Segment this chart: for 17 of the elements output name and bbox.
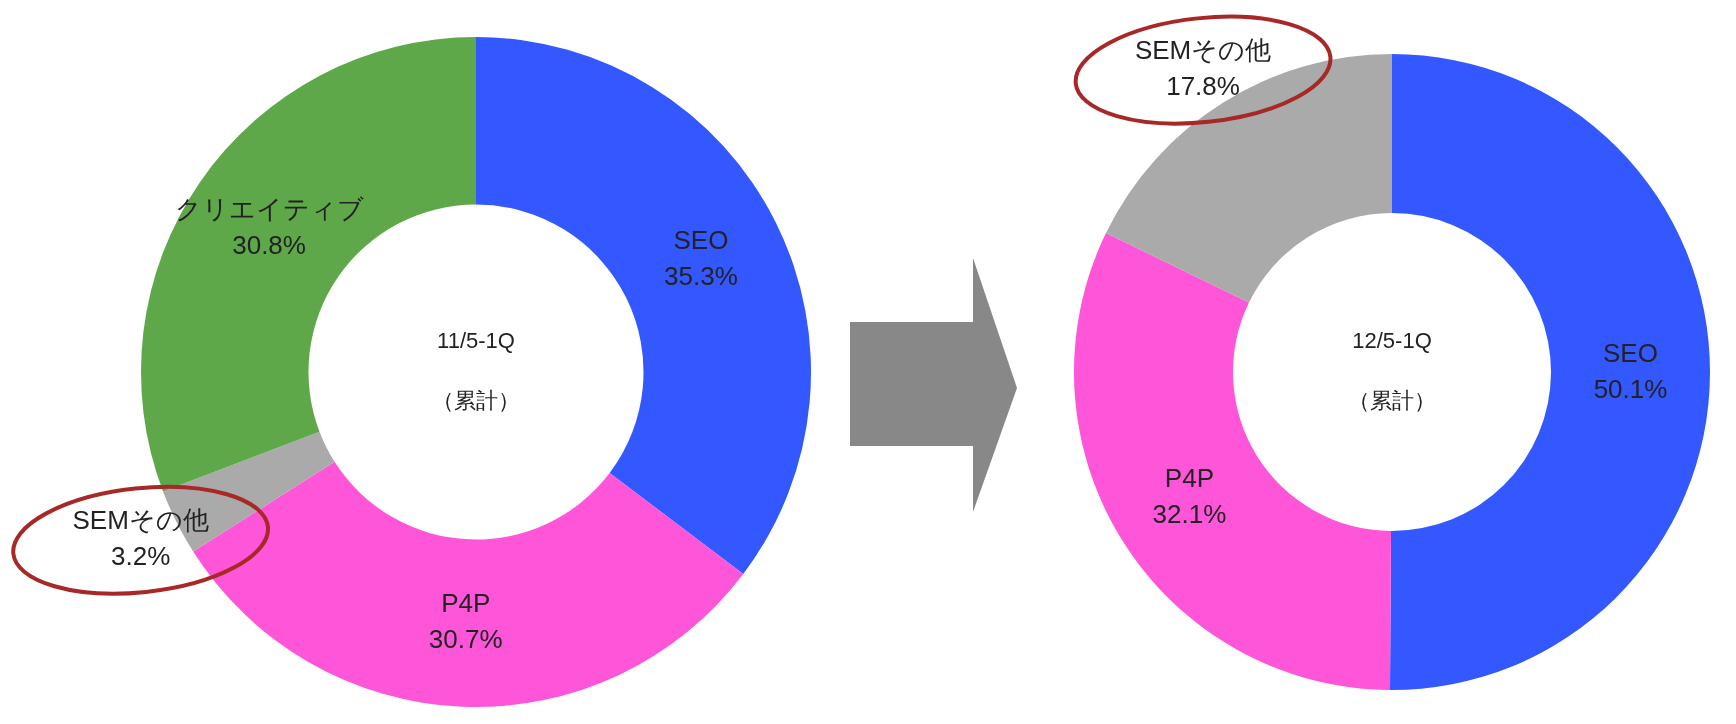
slice-label: SEO <box>1603 337 1658 368</box>
text: 11/5-1Q <box>437 327 515 353</box>
data-label: 17.8% <box>1166 70 1240 101</box>
data-label: 50.1% <box>1593 373 1668 404</box>
slice-label: P4P <box>441 587 491 618</box>
data-label: 3.2% <box>111 541 171 572</box>
data-label: 30.8% <box>232 230 306 261</box>
slice-label: SEMその他 <box>1134 34 1272 65</box>
text: 12/5-1Q <box>1352 327 1432 353</box>
text: （累計） <box>1348 387 1436 413</box>
data-label: 35.3% <box>664 260 738 291</box>
slice-label: SEO <box>673 224 729 255</box>
data-label: 30.7% <box>428 623 503 654</box>
data-label: 32.1% <box>1152 498 1227 529</box>
slice-label: P4P <box>1164 462 1215 493</box>
slice-label: SEMその他 <box>72 505 209 536</box>
text: （累計） <box>432 387 520 413</box>
